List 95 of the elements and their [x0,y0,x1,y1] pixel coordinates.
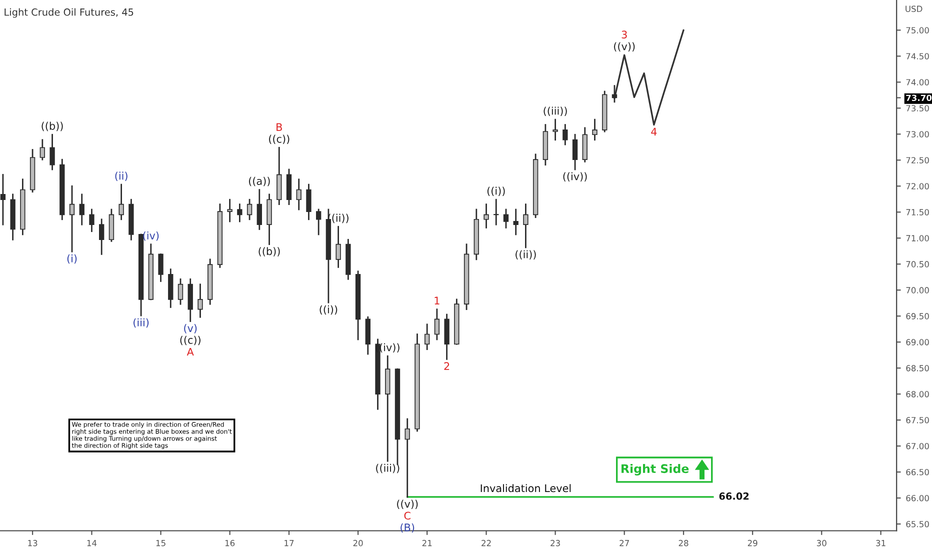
y-tick-label: 70.00 [906,287,929,294]
annotation: ((a)) [248,176,270,186]
y-tick-label: 69.50 [906,313,929,320]
annotation: ((b)) [258,247,280,256]
candlestick [572,134,578,170]
y-tick-label: 68.50 [906,365,929,372]
candlestick [523,204,528,248]
annotation: ((v)) [397,500,418,510]
y-tick-label: 68.00 [906,391,929,398]
annotation: ((iii)) [544,106,567,116]
y-tick-label: 67.00 [906,443,929,450]
x-tick-label: 20 [353,540,363,546]
text: Light Crude Oil Futures, 45 [4,8,134,18]
candlestick [424,324,430,350]
annotation: ((iv)) [563,172,587,182]
candlestick [118,184,124,220]
candlestick [404,418,410,498]
y-tick-label: 73.70 [906,94,932,102]
y-tick-label: 71.00 [906,235,929,242]
annotation: (ii) [115,172,128,181]
candlestick [79,194,84,226]
annotation: ((i)) [320,305,338,315]
annotation: ((i)) [487,186,505,196]
candlestick [0,174,6,226]
x-tick-label: 31 [876,540,886,546]
x-tick-label: 30 [816,540,826,546]
annotation: 1 [434,296,440,304]
y-tick-label: 69.00 [906,339,929,346]
candlestick [89,208,94,232]
x-tick-label: 13 [28,540,38,546]
candlestick [296,178,302,210]
candlestick [484,204,489,228]
annotation: ((c)) [180,336,200,346]
annotation: B [276,123,282,131]
candlestick [227,198,232,222]
candlestick [316,208,322,236]
candlestick [336,226,341,268]
annotation: 4 [651,128,657,136]
y-tick-label: 72.50 [906,157,929,164]
x-tick-label: 21 [422,540,432,546]
candlestick [256,189,262,230]
x-tick-label: 22 [482,540,491,546]
candlestick [306,184,312,220]
candlestick [494,198,499,226]
annotation: ((b)) [42,122,63,132]
annotation: ((v)) [614,42,635,52]
candlestick [552,118,558,141]
candlestick [198,284,203,318]
annotation: ((ii)) [516,250,536,260]
y-tick-label: 65.50 [906,520,929,528]
annotation: C [404,512,410,520]
y-tick-label: 70.50 [906,261,929,268]
candlestick [434,308,440,340]
annotation: (i) [67,254,77,264]
annotation: A [186,348,194,356]
y-tick-label: 75.00 [906,27,929,34]
y-tick-label: 73.00 [906,131,929,138]
annotation: 2 [444,362,450,370]
y-tick-label: 66.00 [906,494,929,502]
annotation: (v) [184,324,197,334]
x-tick-label: 15 [156,540,166,546]
candlestick [50,134,55,170]
x-tick-label: 28 [678,540,688,546]
annotation: ((iii)) [376,464,400,474]
x-tick-label: 23 [550,540,560,546]
y-tick-label: 72.00 [906,183,929,190]
annotation: Invalidation Level [480,484,571,492]
x-tick-label: 29 [748,540,758,546]
y-tick-label: 73.50 [906,105,929,112]
annotation: 3 [622,30,627,38]
annotation: 66.02 [719,492,749,500]
candlestick [592,118,598,141]
y-tick-label: 66.50 [906,468,929,476]
x-tick-label: 16 [225,540,235,546]
candlestick [246,198,252,220]
x-tick-label: 14 [87,540,97,546]
candlestick [503,208,509,228]
x-tick-label: 27 [620,540,629,546]
candlestick [69,185,75,252]
x-tick-label: 17 [284,540,294,546]
candlestick [158,254,164,282]
annotation: (iii) [134,318,149,328]
y-tick-label: 74.50 [906,53,929,60]
annotation: Right Side [622,464,689,476]
candlestick [40,139,46,160]
y-tick-label: 71.50 [906,209,929,216]
y-tick-label: 74.00 [906,79,929,86]
candlestick [562,124,568,146]
y-tick-label: 67.50 [906,417,929,424]
y-axis-title: USD [906,6,922,12]
candlestick [178,278,184,305]
annotation: ((c)) [269,134,290,144]
candlestick [237,204,242,222]
candlestick [513,208,518,236]
candlestick [99,218,104,255]
